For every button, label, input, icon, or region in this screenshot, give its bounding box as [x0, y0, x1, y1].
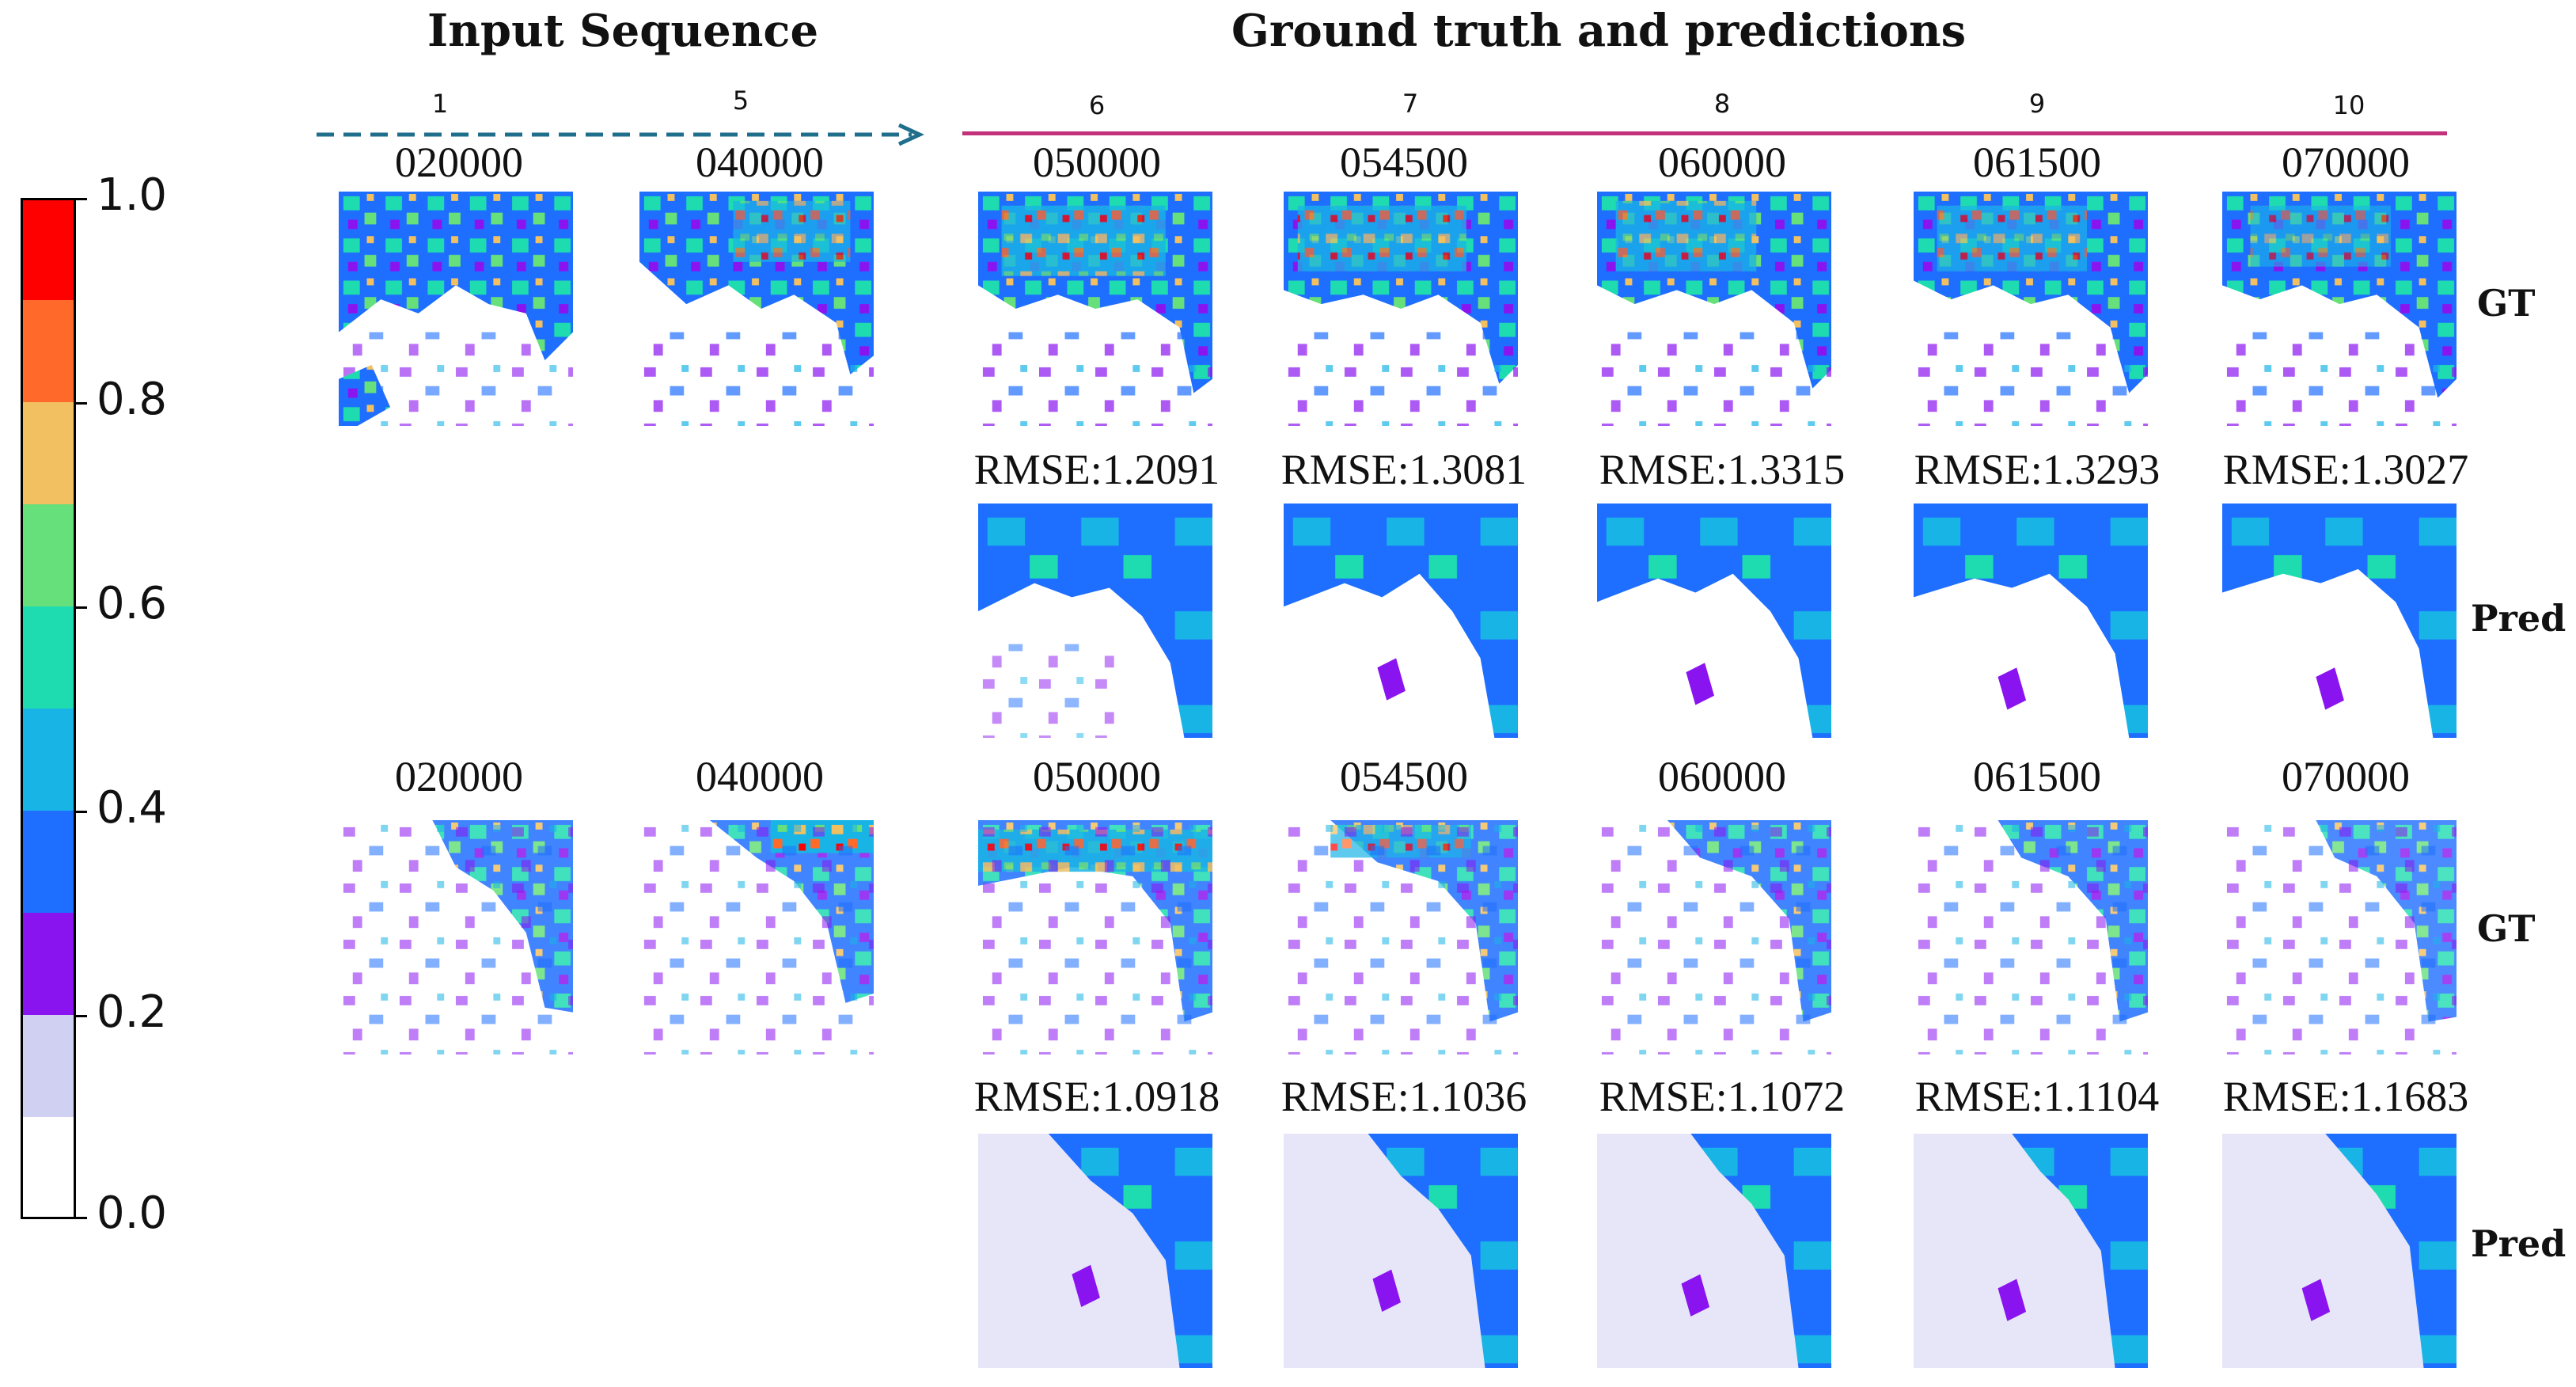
radar-map-gt	[1597, 820, 1831, 1054]
colorbar-tick-label: 0.2	[97, 986, 168, 1038]
input-sequence-arrow	[317, 123, 924, 146]
row-label-pred: Pred	[2471, 1222, 2567, 1265]
radar-map-gt	[1284, 192, 1518, 426]
rmse-label: RMSE:1.1072	[1599, 1073, 1846, 1120]
rmse-label: RMSE:1.1104	[1914, 1073, 2160, 1120]
rmse-label: RMSE:1.1036	[1280, 1073, 1527, 1120]
radar-map-pred	[1284, 504, 1518, 738]
gt-time-label: 070000	[2282, 139, 2410, 186]
row-label-pred: Pred	[2471, 597, 2567, 640]
input-time-label: 040000	[696, 753, 824, 800]
colorbar-tick-label: 0.6	[97, 578, 168, 629]
radar-map-input	[339, 820, 573, 1054]
step-number: 1	[431, 89, 449, 119]
radar-map-gt	[1914, 820, 2148, 1054]
colorbar-tick-label: 0.8	[97, 374, 168, 425]
radar-map-gt	[978, 820, 1212, 1054]
step-number: 8	[1713, 89, 1731, 119]
radar-map-pred	[2222, 1134, 2456, 1368]
row-label-gt: GT	[2477, 907, 2536, 950]
colorbar-tick-mark	[76, 1217, 87, 1219]
rmse-label: RMSE:1.3293	[1914, 446, 2161, 493]
radar-map-gt	[978, 192, 1212, 426]
radar-map-input	[639, 820, 874, 1054]
input-time-label: 040000	[696, 139, 824, 186]
gt-time-label: 054500	[1340, 753, 1468, 800]
radar-map-pred	[1597, 504, 1831, 738]
colorbar-tick-mark	[76, 198, 87, 200]
step-number: 9	[2028, 89, 2046, 119]
colorbar-tick-label: 0.4	[97, 782, 168, 834]
radar-map-pred	[1914, 1134, 2148, 1368]
rmse-label: RMSE:1.1683	[2222, 1073, 2469, 1120]
prediction-timeline-line	[962, 131, 2447, 135]
rmse-label: RMSE:1.3027	[2222, 446, 2469, 493]
rmse-label: RMSE:1.3315	[1599, 446, 1846, 493]
rmse-label: RMSE:1.2091	[973, 446, 1220, 493]
step-number: 7	[1402, 89, 1419, 119]
radar-map-gt	[1284, 820, 1518, 1054]
colorbar-tick-mark	[76, 1015, 87, 1017]
gt-time-label: 070000	[2282, 753, 2410, 800]
step-number: 5	[732, 86, 749, 116]
gt-time-label: 050000	[1033, 753, 1161, 800]
input-sequence-header: Input Sequence	[427, 5, 819, 57]
radar-map-pred	[1597, 1134, 1831, 1368]
gt-time-label: 061500	[1973, 753, 2101, 800]
colorbar	[21, 198, 76, 1219]
colorbar-tick-label: 1.0	[97, 169, 168, 221]
colorbar-tick-mark	[76, 811, 87, 813]
colorbar-tick-label: 0.0	[97, 1188, 168, 1239]
gt-time-label: 050000	[1033, 139, 1161, 186]
gt-time-label: 054500	[1340, 139, 1468, 186]
radar-map-input	[639, 192, 874, 426]
step-number: 6	[1088, 90, 1106, 120]
radar-map-gt	[1914, 192, 2148, 426]
ground-truth-predictions-header: Ground truth and predictions	[1231, 5, 1967, 57]
radar-map-pred	[1914, 504, 2148, 738]
radar-map-pred	[1284, 1134, 1518, 1368]
gt-time-label: 060000	[1658, 139, 1786, 186]
input-time-label: 020000	[395, 139, 523, 186]
colorbar-tick-mark	[76, 606, 87, 609]
radar-map-input	[339, 192, 573, 426]
gt-time-label: 061500	[1973, 139, 2101, 186]
radar-map-gt	[2222, 820, 2456, 1054]
colorbar-gradient	[21, 198, 76, 1219]
radar-map-pred	[978, 504, 1212, 738]
rmse-label: RMSE:1.3081	[1280, 446, 1527, 493]
input-time-label: 020000	[395, 753, 523, 800]
radar-map-gt	[2222, 192, 2456, 426]
colorbar-tick-mark	[76, 402, 87, 405]
row-label-gt: GT	[2477, 282, 2536, 325]
radar-map-pred	[978, 1134, 1212, 1368]
step-number: 10	[2332, 90, 2365, 120]
radar-map-pred	[2222, 504, 2456, 738]
radar-map-gt	[1597, 192, 1831, 426]
gt-time-label: 060000	[1658, 753, 1786, 800]
rmse-label: RMSE:1.0918	[973, 1073, 1220, 1120]
